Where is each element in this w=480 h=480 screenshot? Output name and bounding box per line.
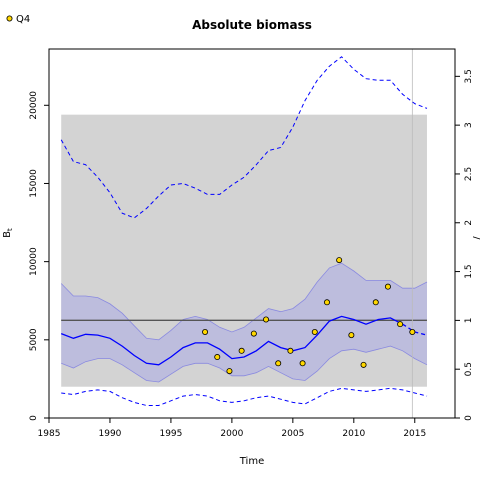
y-tick-label: 5000: [29, 328, 39, 351]
x-tick-label: 2015: [403, 429, 426, 439]
y-axis-label: Bt: [2, 228, 14, 238]
observation-point: [323, 299, 330, 306]
confidence-band: [61, 263, 427, 382]
observation-point: [275, 360, 282, 367]
y-tick-label: 10000: [29, 247, 39, 276]
right-tick-label: 3: [464, 122, 474, 128]
x-tick-label: 2010: [342, 429, 365, 439]
observation-point: [202, 329, 209, 336]
x-tick-label: 2000: [220, 429, 243, 439]
biomass-estimate-line: [60, 315, 403, 366]
observation-point: [409, 329, 416, 336]
y-tick-label: 0: [29, 415, 39, 421]
upper-dashed-line: [60, 56, 428, 219]
observation-point: [299, 360, 306, 367]
plot-frame: [48, 48, 456, 419]
observation-point: [336, 257, 343, 264]
observation-point: [263, 316, 270, 323]
legend-marker: [6, 15, 13, 22]
observation-point: [238, 347, 245, 354]
observation-point: [287, 347, 294, 354]
right-tick-label: 3.5: [464, 69, 474, 83]
plot-area: 1985 1990 1995 2000 2005 2010 2015 0 5000 10000 15…: [29, 48, 474, 439]
right-tick-label: 2: [464, 220, 474, 226]
chart-title: Absolute biomass: [192, 18, 312, 32]
x-tick-label: 1985: [38, 429, 61, 439]
x-tick-label: 1995: [159, 429, 182, 439]
lower-dashed-line: [61, 387, 428, 406]
observation-point: [226, 368, 233, 375]
observation-point: [372, 299, 379, 306]
y-axis-label-main: B: [2, 231, 13, 238]
observation-point: [214, 354, 221, 361]
x-tick-label: 2005: [281, 429, 304, 439]
observation-point: [250, 330, 257, 337]
right-tick-label: 1.5: [464, 264, 474, 278]
right-tick-label: 0: [464, 415, 474, 421]
observation-point: [348, 332, 355, 339]
y-tick-label: 20000: [29, 91, 39, 120]
x-tick-label: 1990: [99, 429, 122, 439]
right-tick-label: 0.5: [464, 362, 474, 376]
x-axis-label: Time: [239, 456, 264, 467]
right-tick-label: 1: [464, 318, 474, 324]
right-axis-label: /: [472, 236, 480, 240]
y-axis-label-sub: t: [6, 228, 14, 231]
legend-label: Q4: [16, 14, 30, 25]
y-tick-label: 15000: [29, 169, 39, 198]
legend: Q4: [6, 14, 30, 25]
ci-upper-line: [60, 262, 428, 341]
right-tick-label: 2.5: [464, 167, 474, 181]
observation-point: [311, 329, 318, 336]
ci-lower-line: [61, 345, 428, 383]
observation-point: [384, 283, 391, 290]
observation-point: [397, 321, 404, 328]
observation-point: [360, 361, 367, 368]
